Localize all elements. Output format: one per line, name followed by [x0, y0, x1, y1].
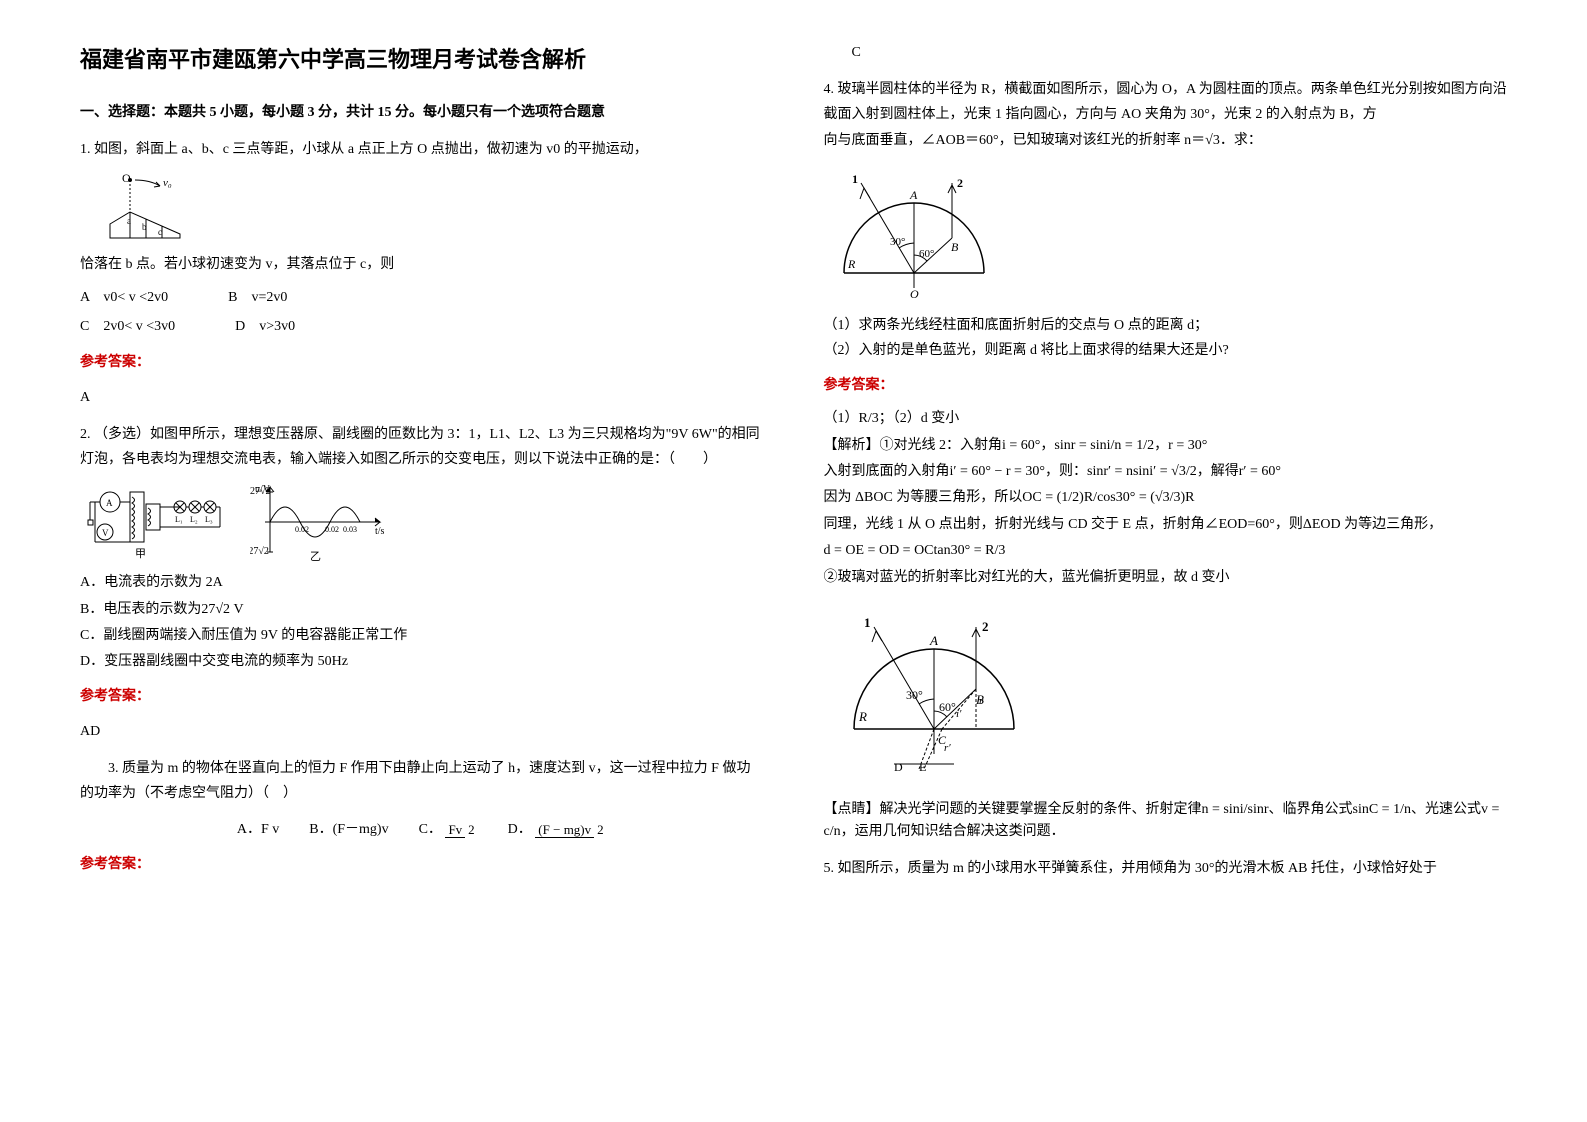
q3-stem: 3. 质量为 m 的物体在竖直向上的恒力 F 作用下由静止向上运动了 h，速度达… — [80, 756, 764, 806]
svg-text:A: A — [106, 498, 113, 508]
svg-text:2: 2 — [982, 619, 989, 634]
svg-text:E: E — [919, 760, 926, 774]
svg-text:R: R — [858, 709, 867, 724]
q2-answer-label: 参考答案： — [80, 684, 764, 709]
q3-answer: C — [824, 40, 1508, 65]
q4-figure-2: A 1 2 B R 30° 60° C E D — [824, 599, 1508, 789]
q1-stem1: 1. 如图，斜面上 a、b、c 三点等距，小球从 a 点正上方 O 点抛出，做初… — [80, 137, 764, 162]
q4-sol1: 【解析】①对光线 2：入射角i = 60°，sinr = sini/n = 1/… — [824, 435, 1508, 457]
q2-opt-c: C．副线圈两端接入耐压值为 9V 的电容器能正常工作 — [80, 625, 764, 647]
q1-opt-d: D v>3v0 — [235, 314, 295, 339]
svg-text:r: r — [979, 695, 984, 707]
right-column: C 4. 玻璃半圆柱体的半径为 R，横截面如图所示，圆心为 O，A 为圆柱面的顶… — [824, 40, 1508, 893]
svg-text:60°: 60° — [919, 248, 934, 260]
svg-text:2: 2 — [957, 176, 963, 190]
q2-answer: AD — [80, 719, 764, 744]
svg-text:60°: 60° — [939, 700, 956, 714]
svg-text:b: b — [142, 222, 147, 232]
q1-figure: O v₀ a b c — [80, 172, 764, 242]
q4-sol4: 同理，光线 1 从 O 点出射，折射光线与 CD 交于 E 点，折射角∠EOD=… — [824, 514, 1508, 536]
q4-sub2: （2）入射的是单色蓝光，则距离 d 将比上面求得的结果大还是小? — [824, 338, 1508, 363]
section-1-head: 一、选择题：本题共 5 小题，每小题 3 分，共计 15 分。每小题只有一个选项… — [80, 100, 764, 125]
q4-sub1: （1）求两条光线经柱面和底面折射后的交点与 O 点的距离 d； — [824, 313, 1508, 338]
svg-text:t/s: t/s — [375, 526, 385, 537]
svg-text:i′: i′ — [956, 708, 962, 720]
q4-sol6: ②玻璃对蓝光的折射率比对红光的大，蓝光偏折更明显，故 d 变小 — [824, 567, 1508, 589]
q4-sol3: 因为 ΔBOC 为等腰三角形，所以OC = (1/2)R/cos30° = (√… — [824, 487, 1508, 509]
q5-stem: 5. 如图所示，质量为 m 的小球用水平弹簧系住，并用倾角为 30°的光滑木板 … — [824, 856, 1508, 881]
svg-text:-27√2: -27√2 — [250, 546, 269, 557]
q4-sol5: d = OE = OD = OCtan30° = R/3 — [824, 540, 1508, 562]
svg-text:L₁: L₁ — [175, 515, 183, 524]
page-title: 福建省南平市建瓯第六中学高三物理月考试卷含解析 — [80, 40, 764, 80]
svg-text:1: 1 — [852, 172, 858, 186]
q2-figure: A — [80, 482, 764, 562]
svg-text:u/V: u/V — [255, 484, 271, 495]
q2-opt-b: B．电压表的示数为27√2 V — [80, 599, 764, 621]
q1-opt-c: C 2v0< v <3v0 — [80, 314, 175, 339]
q1-answer: A — [80, 385, 764, 410]
q2-opt-a: A．电流表的示数为 2A — [80, 572, 764, 594]
q4-figure-1: A O 1 2 B R 30° 60° — [824, 163, 1508, 303]
q3-opt-c: C． Fv2 — [419, 817, 478, 842]
svg-text:30°: 30° — [906, 688, 923, 702]
svg-text:R: R — [847, 257, 856, 271]
q4-hint: 【点睛】解决光学问题的关键要掌握全反射的条件、折射定律n = sini/sinr… — [824, 799, 1508, 844]
question-5: 5. 如图所示，质量为 m 的小球用水平弹簧系住，并用倾角为 30°的光滑木板 … — [824, 856, 1508, 881]
q1-opt-b: B v=2v0 — [228, 285, 287, 310]
q4-answer-label: 参考答案： — [824, 373, 1508, 398]
svg-text:甲: 甲 — [135, 548, 146, 560]
svg-text:r′: r′ — [944, 742, 951, 754]
svg-text:L₃: L₃ — [205, 515, 213, 524]
svg-text:D: D — [894, 760, 903, 774]
left-column: 福建省南平市建瓯第六中学高三物理月考试卷含解析 一、选择题：本题共 5 小题，每… — [80, 40, 764, 893]
svg-text:0.02: 0.02 — [325, 525, 339, 534]
svg-text:0.03: 0.03 — [343, 525, 357, 534]
q1-answer-label: 参考答案： — [80, 350, 764, 375]
q4-ans1: （1）R/3；（2）d 变小 — [824, 408, 1508, 430]
svg-text:0.02: 0.02 — [295, 525, 309, 534]
question-2: 2. （多选）如图甲所示，理想变压器原、副线圈的匝数比为 3：1，L1、L2、L… — [80, 422, 764, 744]
svg-text:A: A — [929, 633, 938, 648]
svg-text:A: A — [909, 188, 918, 202]
q4-stem1: 4. 玻璃半圆柱体的半径为 R，横截面如图所示，圆心为 O，A 为圆柱面的顶点。… — [824, 77, 1508, 127]
svg-text:B: B — [951, 240, 959, 254]
q3-opt-a: A．F v — [237, 817, 279, 842]
svg-text:V: V — [102, 528, 109, 538]
q1-opt-a: A v0< v <2v0 — [80, 285, 168, 310]
q2-stem: 2. （多选）如图甲所示，理想变压器原、副线圈的匝数比为 3：1，L1、L2、L… — [80, 422, 764, 472]
question-3: 3. 质量为 m 的物体在竖直向上的恒力 F 作用下由静止向上运动了 h，速度达… — [80, 756, 764, 877]
q3-opt-d: D． (F − mg)v2 — [508, 817, 607, 842]
q3-options: A．F v B．(F－mg)v C． Fv2 D． (F − mg)v2 — [80, 817, 764, 842]
q2-opt-d: D．变压器副线圈中交变电流的频率为 50Hz — [80, 651, 764, 673]
svg-text:c: c — [158, 227, 162, 237]
svg-text:a: a — [127, 216, 131, 226]
q1-stem2: 恰落在 b 点。若小球初速变为 v，其落点位于 c，则 — [80, 252, 764, 277]
svg-text:乙: 乙 — [310, 550, 321, 562]
svg-text:L₂: L₂ — [190, 515, 198, 524]
question-4: 4. 玻璃半圆柱体的半径为 R，横截面如图所示，圆心为 O，A 为圆柱面的顶点。… — [824, 77, 1508, 844]
question-1: 1. 如图，斜面上 a、b、c 三点等距，小球从 a 点正上方 O 点抛出，做初… — [80, 137, 764, 410]
svg-text:30°: 30° — [890, 236, 905, 248]
q1-options: A v0< v <2v0 B v=2v0 C 2v0< v <3v0 D v>3… — [80, 285, 764, 339]
svg-text:v₀: v₀ — [163, 177, 172, 189]
q3-answer-label: 参考答案： — [80, 852, 764, 877]
q3-opt-b: B．(F－mg)v — [309, 817, 388, 842]
svg-text:O: O — [910, 287, 919, 301]
q4-sol2: 入射到底面的入射角i′ = 60° − r = 30°，则：sinr′ = ns… — [824, 461, 1508, 483]
q4-stem2: 向与底面垂直，∠AOB＝60°，已知玻璃对该红光的折射率 n＝√3．求： — [824, 128, 1508, 153]
svg-text:1: 1 — [864, 615, 871, 630]
